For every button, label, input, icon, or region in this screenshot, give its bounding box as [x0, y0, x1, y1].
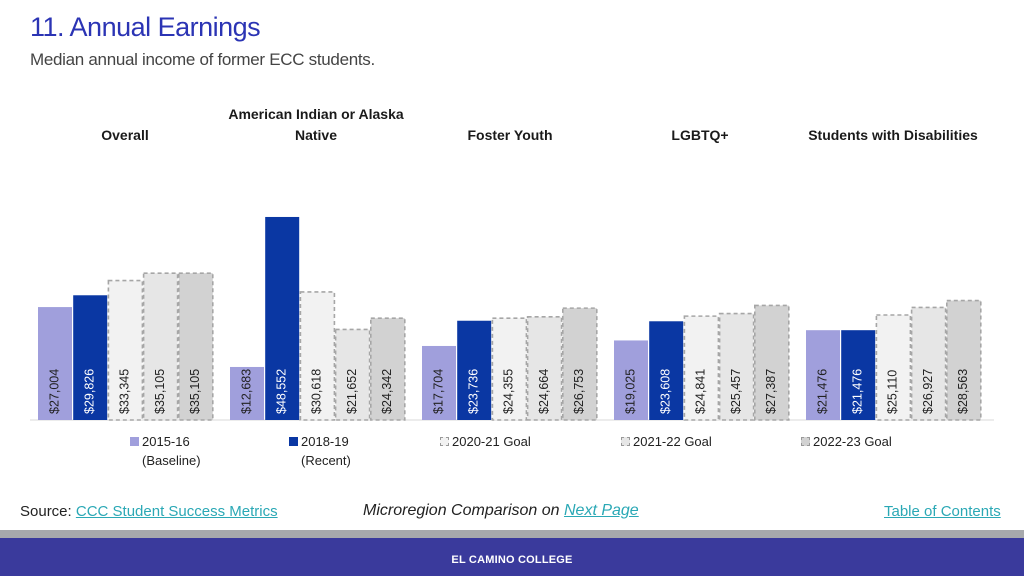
- source-prefix: Source:: [20, 503, 76, 520]
- data-label-0-1: $29,826: [82, 369, 96, 414]
- table-of-contents-link[interactable]: Table of Contents: [884, 503, 1001, 520]
- legend-item-2021-22-goal: 2021-22 Goal: [621, 432, 712, 451]
- legend-item-2015-16: 2015-16 (Baseline): [130, 432, 201, 470]
- data-label-0-4: $35,105: [188, 369, 202, 414]
- data-label-4-3: $26,927: [921, 369, 935, 414]
- data-label-4-1: $21,476: [850, 369, 864, 414]
- bar-4-0: [806, 330, 840, 420]
- legend-swatch-2018-19: [289, 437, 298, 446]
- group-label-american-indian: American Indian or Alaska Native: [228, 106, 404, 143]
- data-label-1-3: $21,652: [345, 369, 359, 414]
- data-label-4-0: $21,476: [815, 369, 829, 414]
- data-label-1-2: $30,618: [310, 369, 324, 414]
- group-label-foster-youth: Foster Youth: [467, 127, 553, 143]
- bar-3-2: [683, 315, 720, 421]
- college-brand-name: EL CAMINO COLLEGE: [451, 554, 573, 566]
- microregion-comparison-note: Microregion Comparison on Next Page: [363, 502, 639, 520]
- group-label-disabilities: Students with Disabilities: [808, 127, 978, 143]
- bar-0-4: [178, 272, 214, 421]
- data-label-3-1: $23,608: [658, 369, 672, 414]
- bar-2-1: [457, 320, 492, 420]
- footer-divider: [0, 530, 1024, 538]
- bar-4-3: [910, 306, 947, 421]
- bar-1-1: [265, 216, 300, 420]
- next-page-link[interactable]: Next Page: [563, 502, 639, 519]
- data-label-0-2: $33,345: [118, 369, 132, 414]
- legend-swatch-2015-16: [130, 437, 139, 446]
- data-label-4-2: $25,110: [886, 370, 900, 414]
- bar-3-4: [753, 304, 790, 421]
- bar-2-4: [561, 307, 598, 421]
- bar-4-1: [841, 330, 876, 420]
- legend-item-2018-19: 2018-19 (Recent): [289, 432, 351, 470]
- bar-4-2: [875, 314, 912, 421]
- data-label-2-4: $26,753: [572, 369, 586, 414]
- page-subtitle: Median annual income of former ECC stude…: [30, 50, 375, 69]
- bar-1-2: [299, 291, 336, 421]
- legend-item-2022-23-goal: 2022-23 Goal: [801, 432, 892, 451]
- bar-2-2: [491, 317, 528, 421]
- legend-swatch-2021-22-goal: [621, 437, 630, 446]
- college-brand-bar: EL CAMINO COLLEGE: [0, 538, 1024, 576]
- bar-2-3: [526, 316, 563, 421]
- bar-1-0: [230, 366, 264, 420]
- bar-1-4: [369, 317, 406, 421]
- bar-3-3: [718, 312, 755, 421]
- bar-0-2: [107, 279, 144, 421]
- bar-3-0: [614, 340, 648, 420]
- legend-item-2020-21-goal: 2020-21 Goal: [440, 432, 531, 451]
- bar-2-0: [422, 345, 456, 420]
- data-label-1-4: $24,342: [380, 369, 394, 414]
- data-label-3-4: $27,387: [764, 369, 778, 414]
- bar-3-1: [649, 321, 684, 420]
- data-label-0-0: $27,004: [47, 369, 61, 414]
- source-link[interactable]: CCC Student Success Metrics: [75, 503, 278, 520]
- group-label-overall: Overall: [101, 127, 149, 143]
- group-label-lgbtq: LGBTQ+: [671, 127, 729, 143]
- data-label-2-1: $23,736: [466, 369, 480, 414]
- data-label-1-1: $48,552: [274, 369, 288, 414]
- bar-4-4: [945, 299, 982, 421]
- bar-1-3: [334, 328, 371, 421]
- page-title: 11. Annual Earnings: [30, 12, 261, 42]
- data-label-3-2: $24,841: [694, 369, 708, 414]
- data-label-2-3: $24,664: [537, 369, 551, 414]
- data-label-4-4: $28,563: [956, 369, 970, 414]
- data-label-0-3: $35,105: [153, 369, 167, 414]
- bar-0-0: [38, 307, 72, 420]
- data-label-2-0: $17,704: [431, 369, 445, 414]
- bar-0-3: [142, 272, 179, 421]
- bar-0-1: [73, 295, 108, 420]
- data-label-3-3: $25,457: [729, 369, 743, 414]
- legend-swatch-2022-23-goal: [801, 437, 810, 446]
- data-label-2-2: $24,355: [502, 369, 516, 414]
- legend-swatch-2020-21-goal: [440, 437, 449, 446]
- source-citation: Source: CCC Student Success Metrics: [20, 503, 278, 520]
- comparison-text: Microregion Comparison on: [363, 502, 564, 519]
- data-label-3-0: $19,025: [623, 369, 637, 414]
- data-label-1-0: $12,683: [239, 369, 253, 414]
